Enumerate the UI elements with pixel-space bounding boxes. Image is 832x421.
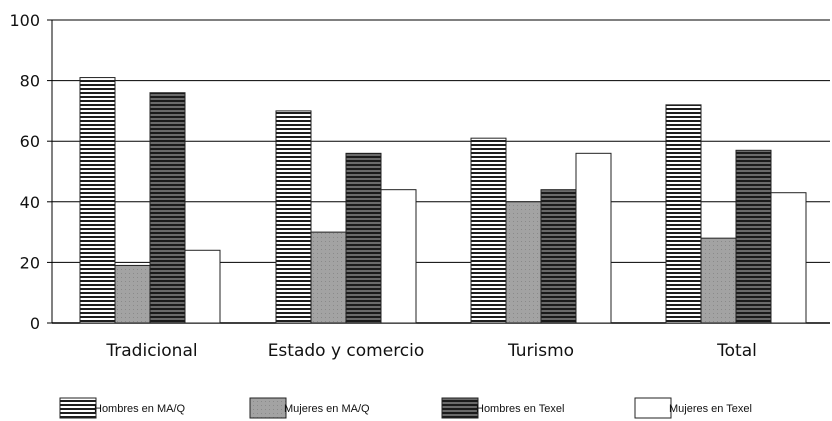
legend-label: Mujeres en Texel (669, 403, 752, 415)
bar-1-4 (666, 105, 701, 323)
y-tick-label: 20 (20, 253, 40, 272)
bar-1-1 (80, 78, 115, 323)
legend-swatch (635, 398, 671, 418)
legend: Hombres en MA/Q Mujeres en MA/Q Hombres en… (60, 398, 752, 418)
bar-4-4 (771, 193, 806, 323)
legend-label: Hombres en Texel (476, 403, 564, 415)
x-axis-labels: Tradicional Estado y comercio Turismo Total (105, 341, 756, 361)
y-tick-label: 40 (20, 193, 40, 212)
bar-3-4 (736, 150, 771, 323)
bar-4-3 (576, 153, 611, 323)
bar-3-2 (346, 153, 381, 323)
bars (80, 78, 806, 323)
bar-3-3 (541, 190, 576, 323)
bar-2-4 (701, 238, 736, 323)
x-category-label: Tradicional (105, 341, 197, 361)
y-tick-label: 80 (20, 72, 40, 91)
bar-4-1 (185, 250, 220, 323)
y-tick-label: 60 (20, 132, 40, 151)
bar-2-1 (115, 265, 150, 323)
legend-swatch (60, 398, 96, 418)
x-category-label: Estado y comercio (268, 341, 425, 361)
bar-2-2 (311, 232, 346, 323)
x-category-label: Turismo (507, 341, 574, 361)
legend-swatch (442, 398, 478, 418)
bar-4-2 (381, 190, 416, 323)
y-tick-label: 100 (9, 11, 40, 30)
bar-1-3 (471, 138, 506, 323)
x-category-label: Total (716, 341, 757, 361)
bar-3-1 (150, 93, 185, 323)
bar-2-3 (506, 202, 541, 323)
legend-label: Hombres en MA/Q (94, 403, 186, 415)
bar-1-2 (276, 111, 311, 323)
y-tick-label: 0 (30, 314, 40, 333)
legend-swatch (250, 398, 286, 418)
legend-label: Mujeres en MA/Q (284, 403, 370, 415)
